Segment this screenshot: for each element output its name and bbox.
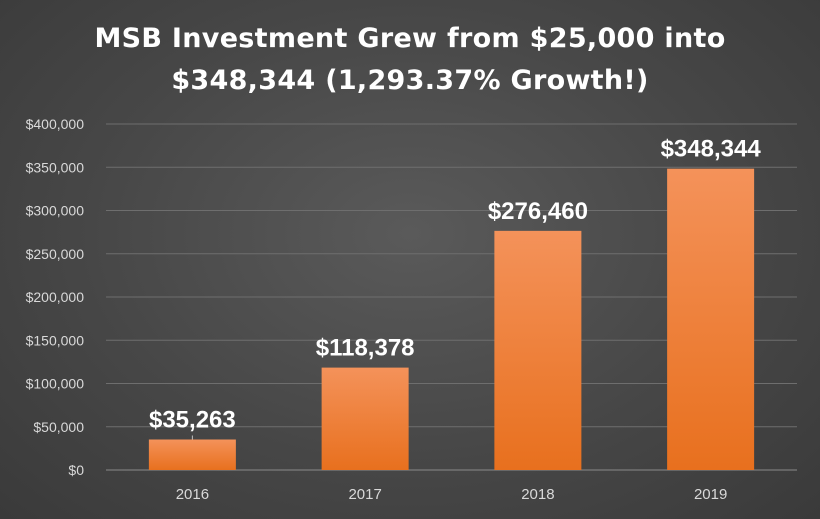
y-tick-label: $0 — [68, 462, 84, 478]
bar-2018 — [494, 230, 582, 470]
y-tick-label: $250,000 — [26, 246, 85, 262]
y-tick-label: $50,000 — [33, 419, 84, 435]
data-label: $276,460 — [488, 198, 588, 225]
x-tick-label: 2017 — [348, 486, 381, 503]
y-tick-label: $200,000 — [26, 289, 85, 305]
bar-2019 — [667, 168, 755, 470]
y-tick-label: $150,000 — [26, 332, 85, 348]
y-tick-label: $300,000 — [26, 203, 85, 219]
bar-2016 — [148, 439, 236, 470]
data-label: $35,263 — [149, 406, 236, 433]
y-tick-label: $350,000 — [26, 159, 85, 175]
chart-title-line-1: MSB Investment Grew from $25,000 into — [94, 23, 726, 54]
y-tick-label: $100,000 — [26, 376, 85, 392]
x-tick-label: 2018 — [521, 486, 554, 503]
y-tick-label: $400,000 — [26, 116, 85, 132]
x-tick-label: 2016 — [176, 486, 209, 503]
chart-title: MSB Investment Grew from $25,000 into $3… — [0, 18, 820, 102]
data-label: $118,378 — [316, 335, 415, 362]
bar-2017 — [321, 367, 409, 470]
x-tick-label: 2019 — [694, 486, 727, 503]
data-label: $348,344 — [661, 136, 762, 163]
chart-title-line-2: $348,344 (1,293.37% Growth!) — [171, 65, 649, 96]
